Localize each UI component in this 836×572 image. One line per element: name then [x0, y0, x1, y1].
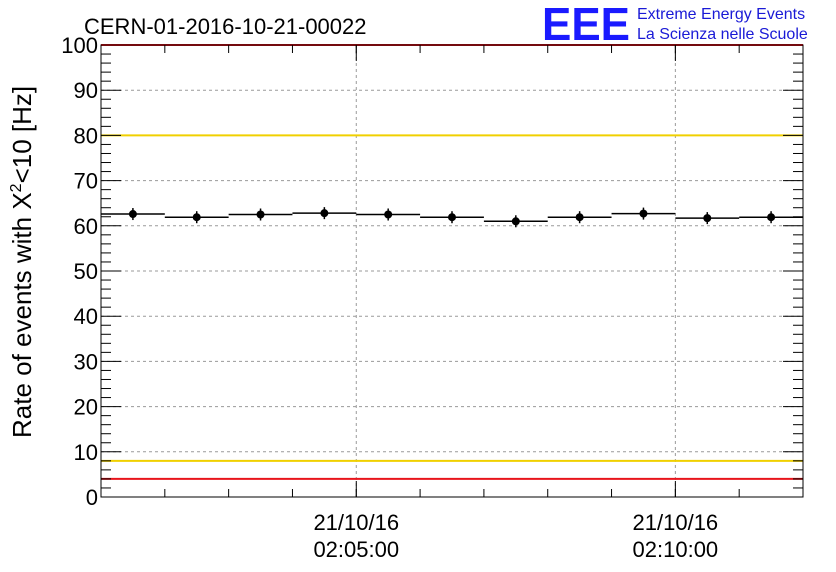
y-axis-label-sup: 2	[8, 183, 25, 192]
data-point	[448, 213, 456, 222]
y-tick-label: 30	[74, 349, 98, 374]
logo-line-2: La Scienza nelle Scuole	[637, 26, 808, 43]
data-point	[575, 213, 584, 222]
data-point	[511, 217, 520, 226]
logo-line-1: Extreme Energy Events	[637, 6, 805, 23]
x-tick-date-label: 21/10/16	[313, 510, 399, 535]
y-tick-label: 40	[74, 304, 98, 329]
logo-mark: EEE	[542, 0, 630, 50]
x-tick-time-label: 02:05:00	[313, 537, 399, 562]
y-axis-label-prefix: Rate of events with X	[7, 192, 37, 438]
grid	[101, 45, 803, 497]
data-point	[767, 213, 776, 222]
reference-lines	[101, 44, 803, 480]
data-point	[320, 209, 329, 218]
data-point	[128, 210, 137, 219]
data-point	[256, 210, 265, 219]
axis-ticks	[101, 44, 803, 498]
data-point	[192, 213, 201, 222]
y-tick-label: 100	[61, 33, 98, 58]
data-point	[384, 210, 393, 219]
y-tick-label: 50	[74, 259, 98, 284]
y-tick-label: 70	[74, 169, 98, 194]
y-tick-label: 10	[74, 440, 98, 465]
data-point	[639, 209, 648, 218]
chart-title: CERN-01-2016-10-21-00022	[84, 14, 367, 39]
y-axis-label: Rate of events with X2<10 [Hz]	[7, 86, 37, 438]
y-tick-label: 60	[74, 214, 98, 239]
y-axis-label-suffix: <10 [Hz]	[7, 86, 37, 184]
y-tick-label: 20	[74, 395, 98, 420]
data-series	[101, 207, 803, 228]
eee-logo: EEE Extreme Energy Events La Scienza nel…	[542, 0, 808, 50]
plot-frame	[100, 44, 804, 498]
y-tick-label: 80	[74, 123, 98, 148]
x-tick-date-label: 21/10/16	[633, 510, 719, 535]
y-tick-label: 0	[86, 485, 98, 510]
y-tick-label: 90	[74, 78, 98, 103]
x-tick-time-label: 02:10:00	[633, 537, 719, 562]
y-tick-labels: 0 10 20 30 40 50 60 70 80 90 100	[61, 33, 98, 510]
data-point	[703, 214, 712, 223]
